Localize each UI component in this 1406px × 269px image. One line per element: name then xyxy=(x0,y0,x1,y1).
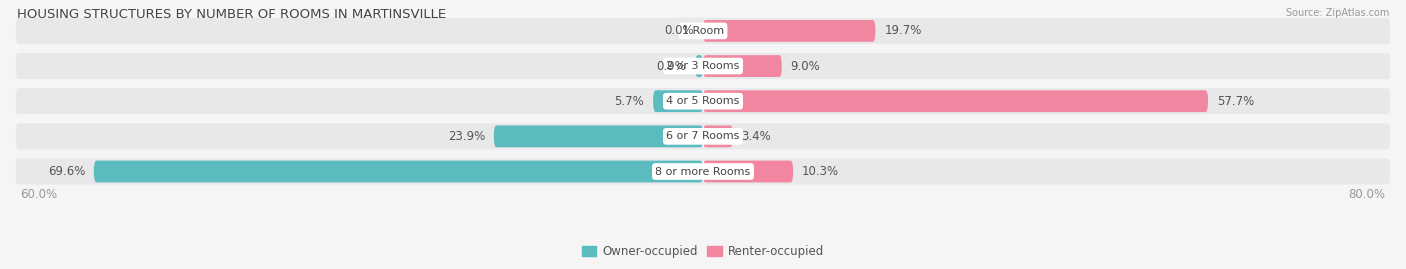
FancyBboxPatch shape xyxy=(703,55,782,77)
FancyBboxPatch shape xyxy=(654,90,703,112)
Text: Source: ZipAtlas.com: Source: ZipAtlas.com xyxy=(1285,8,1389,18)
Text: 57.7%: 57.7% xyxy=(1216,95,1254,108)
Text: 69.6%: 69.6% xyxy=(48,165,84,178)
FancyBboxPatch shape xyxy=(703,20,876,42)
FancyBboxPatch shape xyxy=(695,55,703,77)
FancyBboxPatch shape xyxy=(703,161,793,182)
FancyBboxPatch shape xyxy=(703,90,1208,112)
FancyBboxPatch shape xyxy=(494,125,703,147)
Text: 60.0%: 60.0% xyxy=(20,188,58,201)
Text: 3.4%: 3.4% xyxy=(741,130,772,143)
Text: 19.7%: 19.7% xyxy=(884,24,921,37)
Text: 80.0%: 80.0% xyxy=(1348,188,1386,201)
FancyBboxPatch shape xyxy=(15,158,1391,185)
Text: 23.9%: 23.9% xyxy=(447,130,485,143)
Text: 0.0%: 0.0% xyxy=(665,24,695,37)
Text: 4 or 5 Rooms: 4 or 5 Rooms xyxy=(666,96,740,106)
Text: 1 Room: 1 Room xyxy=(682,26,724,36)
Text: 9.0%: 9.0% xyxy=(790,59,820,73)
FancyBboxPatch shape xyxy=(94,161,703,182)
Text: 0.9%: 0.9% xyxy=(657,59,686,73)
FancyBboxPatch shape xyxy=(15,123,1391,149)
Text: HOUSING STRUCTURES BY NUMBER OF ROOMS IN MARTINSVILLE: HOUSING STRUCTURES BY NUMBER OF ROOMS IN… xyxy=(17,8,446,21)
Text: 8 or more Rooms: 8 or more Rooms xyxy=(655,167,751,176)
FancyBboxPatch shape xyxy=(15,18,1391,44)
Text: 6 or 7 Rooms: 6 or 7 Rooms xyxy=(666,131,740,141)
FancyBboxPatch shape xyxy=(703,125,733,147)
Text: 5.7%: 5.7% xyxy=(614,95,644,108)
Text: 2 or 3 Rooms: 2 or 3 Rooms xyxy=(666,61,740,71)
Text: 10.3%: 10.3% xyxy=(801,165,839,178)
FancyBboxPatch shape xyxy=(15,53,1391,79)
Legend: Owner-occupied, Renter-occupied: Owner-occupied, Renter-occupied xyxy=(578,240,828,263)
FancyBboxPatch shape xyxy=(15,88,1391,114)
